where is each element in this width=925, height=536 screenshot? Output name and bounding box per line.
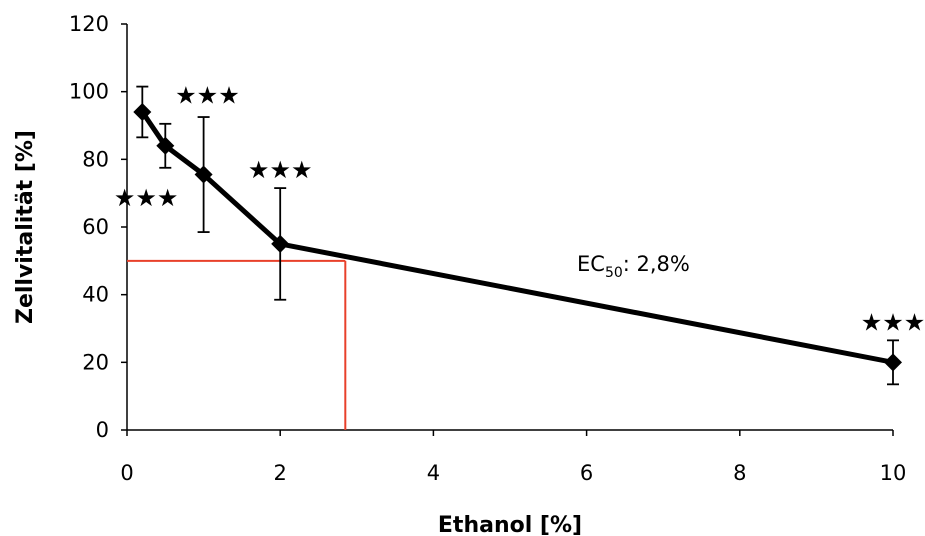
y-tick-label: 80 [82,147,109,171]
data-point-marker [194,165,213,184]
y-tick-label: 100 [69,80,109,104]
x-tick-label: 0 [120,461,133,485]
x-tick-label: 4 [427,461,440,485]
ec50-guide-lines [127,259,347,430]
data-point-marker [271,234,290,253]
ec50-label-prefix: EC [577,252,605,276]
significance-stars: ★★★ [248,156,313,184]
significance-stars: ★★★ [861,308,925,336]
data-point-marker [133,102,152,121]
y-tick-label: 0 [96,418,109,442]
y-tick-label: 40 [82,283,109,307]
x-tick-label: 8 [733,461,746,485]
series-line [140,110,894,365]
x-tick-label: 2 [274,461,287,485]
y-tick-label: 20 [82,350,109,374]
y-axis-title: Zellvitalität [%] [13,130,38,324]
significance-stars: ★★★ [114,184,179,212]
data-point-marker [884,353,902,372]
x-tick-label: 10 [880,461,907,485]
y-tick-label: 60 [82,215,109,239]
data-series [133,102,902,372]
x-axis-title: Ethanol [%] [438,513,582,536]
data-point-marker [156,136,175,155]
ec50-label-sub: 50 [605,265,623,281]
x-tick-label: 6 [580,461,593,485]
significance-stars: ★★★ [175,82,240,110]
ec50-label: EC50: 2,8% [577,252,690,281]
y-tick-label: 120 [69,12,109,36]
axes: 0 20 40 60 80 100 120 0 2 4 6 8 10 [69,12,906,485]
annotations: ★★★ ★★★ ★★★ ★★★ [114,82,925,337]
ec50-label-suffix: : 2,8% [623,252,690,276]
